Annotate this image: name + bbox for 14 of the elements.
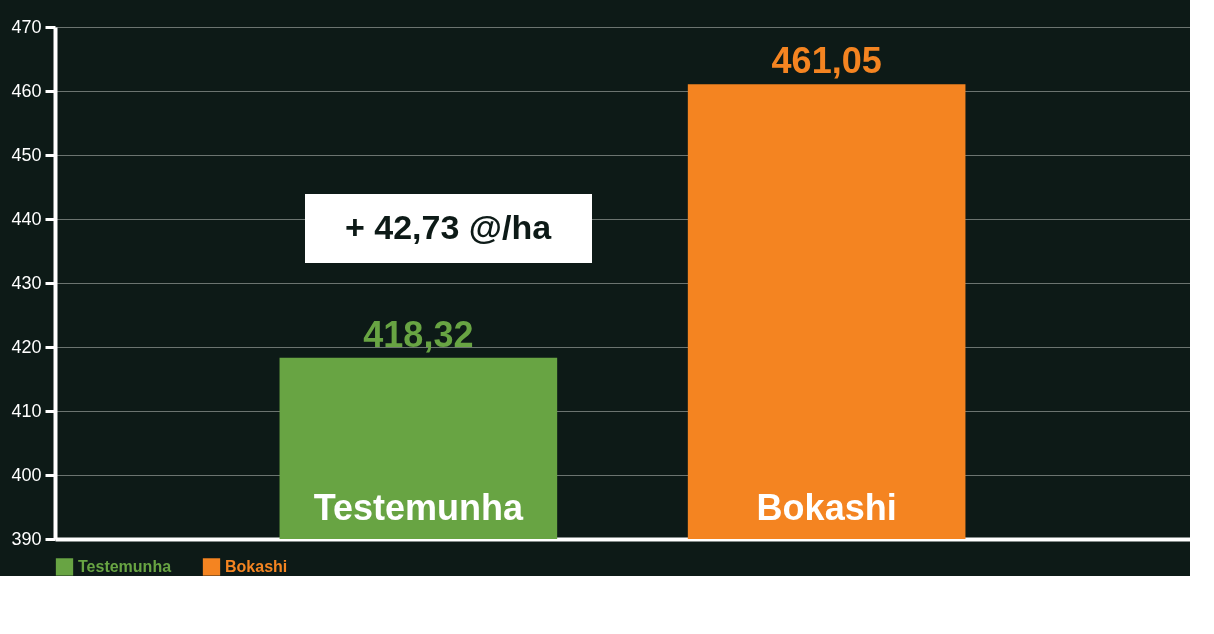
y-tick-label: 450 <box>11 144 42 165</box>
y-tick-label: 470 <box>11 16 42 37</box>
data-label: 461,05 <box>771 40 882 82</box>
y-tick-label: 390 <box>11 528 42 549</box>
y-tick-label: 400 <box>11 464 42 485</box>
y-tick-label: 430 <box>11 272 42 293</box>
y-tick-label: 460 <box>11 80 42 101</box>
y-tick-label: 440 <box>11 208 42 229</box>
annotation: + 42,73 @/ha <box>344 208 553 246</box>
data-label: 418,32 <box>363 313 474 355</box>
legend-label: Testemunha <box>78 557 172 575</box>
legend-label: Bokashi <box>225 557 288 575</box>
y-tick-label: 410 <box>11 400 42 421</box>
y-tick-label: 420 <box>11 336 42 357</box>
